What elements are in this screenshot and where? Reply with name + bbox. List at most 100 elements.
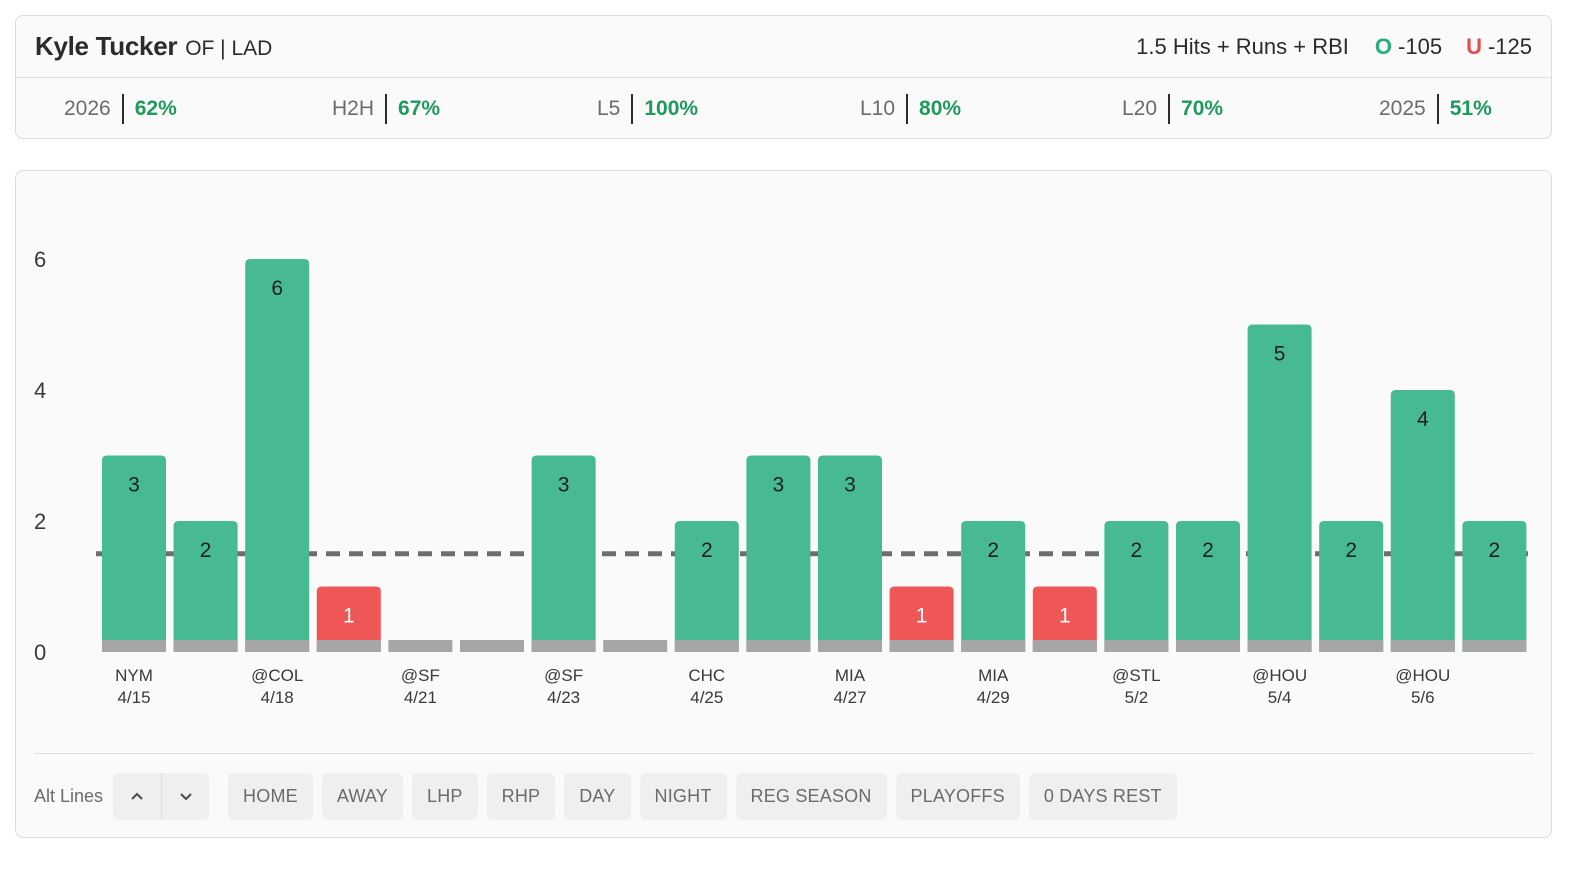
stat-value: 100% [644, 96, 699, 120]
stat-2025[interactable]: 2025 51% [1379, 78, 1492, 139]
stat-divider [385, 93, 388, 124]
game-bar [1104, 521, 1169, 652]
prop-info: 1.5 Hits + Runs + RBI O -105 U -125 [1136, 34, 1532, 60]
bar-base [173, 640, 238, 652]
chart-filter-bar: Alt Lines HOME AWAY LHP RHP DAY NIGHT RE… [34, 773, 1186, 820]
x-tick-date: 4/15 [117, 688, 150, 707]
x-tick-date: 4/29 [977, 688, 1010, 707]
bar-base [245, 640, 310, 652]
stat-label: 2026 [64, 96, 111, 120]
bar-value-label: 1 [916, 605, 928, 628]
stat-label: L20 [1122, 96, 1158, 120]
bar-value-label: 2 [987, 539, 999, 562]
game-bar [1390, 390, 1455, 652]
game-bar [1176, 521, 1240, 652]
game-bar [1032, 586, 1097, 652]
bar-base [388, 640, 453, 652]
filter-lhp-button[interactable]: LHP [412, 773, 478, 820]
bar-base [1319, 640, 1384, 652]
stat-h2h[interactable]: H2H 67% [332, 78, 440, 139]
filter-playoffs-button[interactable]: PLAYOFFS [895, 773, 1020, 820]
bar-value-label: 6 [271, 277, 283, 300]
stat-l5[interactable]: L5 100% [597, 78, 698, 139]
under-odds-value: -125 [1487, 33, 1532, 59]
game-bar [818, 455, 882, 652]
filter-reg-season-button[interactable]: REG SEASON [735, 773, 887, 820]
stat-l10[interactable]: L10 80% [860, 78, 961, 139]
bar-base [603, 640, 668, 652]
game-bar [245, 259, 310, 652]
y-tick-label: 6 [34, 247, 46, 272]
bar-base [1390, 640, 1455, 652]
game-bar [316, 586, 381, 652]
bar-base [746, 640, 811, 652]
under-odds[interactable]: U -125 [1466, 34, 1532, 60]
over-odds-value: -105 [1398, 33, 1443, 59]
x-tick-date: 4/21 [404, 688, 437, 707]
stat-divider [121, 93, 124, 124]
stat-label: L10 [860, 96, 896, 120]
filter-home-button[interactable]: HOME [228, 773, 313, 820]
over-odds[interactable]: O -105 [1375, 34, 1442, 60]
filter-night-button[interactable]: NIGHT [639, 773, 727, 820]
x-tick-opponent: MIA [978, 666, 1009, 685]
alt-line-up-button[interactable] [113, 773, 161, 820]
bar-base [102, 640, 166, 652]
stat-value: 67% [398, 96, 441, 120]
x-tick-opponent: MIA [835, 666, 866, 685]
prop-line: 1.5 Hits + Runs + RBI [1136, 33, 1349, 59]
stat-2026[interactable]: 2026 62% [64, 78, 177, 139]
under-letter: U [1466, 33, 1482, 59]
bar-value-label: 3 [844, 474, 856, 497]
game-bar [173, 521, 238, 652]
stat-divider [631, 93, 634, 124]
bar-value-label: 2 [1131, 539, 1143, 562]
stat-l20[interactable]: L20 70% [1122, 78, 1223, 139]
bar-value-label: 1 [343, 605, 355, 628]
stat-value: 70% [1181, 96, 1224, 120]
game-bar [1247, 324, 1312, 652]
x-tick-date: 4/27 [833, 688, 866, 707]
bar-base [818, 640, 882, 652]
stat-value: 62% [134, 96, 177, 120]
bar-base [961, 640, 1026, 652]
y-tick-label: 2 [34, 509, 46, 534]
player-info: Kyle Tucker OF | LAD [35, 31, 272, 62]
alt-line-down-button[interactable] [161, 773, 209, 820]
x-tick-opponent: @SF [401, 666, 440, 685]
stat-divider [906, 93, 909, 124]
bar-base [1247, 640, 1312, 652]
alt-lines-stepper [113, 773, 210, 820]
bar-base [316, 640, 381, 652]
bar-base [1462, 640, 1527, 652]
x-tick-opponent: @COL [251, 666, 303, 685]
game-bar [531, 455, 596, 652]
header-top-row: Kyle Tucker OF | LAD 1.5 Hits + Runs + R… [16, 16, 1551, 78]
bar-base [674, 640, 739, 652]
filter-rest-days-button[interactable]: 0 DAYS REST [1028, 773, 1177, 820]
stat-value: 51% [1449, 96, 1492, 120]
game-bar [746, 455, 811, 652]
game-log-bar-chart: 0 2 4 6 3 NYM 4/15 2 6 @COL 4/18 1 @SF 4/21 3 @SF 4/23 2 C… [34, 247, 1528, 707]
prop-header-card: Kyle Tucker OF | LAD 1.5 Hits + Runs + R… [15, 15, 1552, 139]
alt-lines-label: Alt Lines [34, 786, 104, 806]
filter-away-button[interactable]: AWAY [321, 773, 403, 820]
bar-base [531, 640, 596, 652]
chevron-down-icon [179, 793, 192, 801]
stat-divider [1436, 93, 1439, 124]
hit-rate-stats: 2026 62% H2H 67% L5 100% L10 80% L20 70%… [16, 78, 1551, 139]
game-bar [102, 455, 166, 652]
x-tick-date: 4/25 [690, 688, 723, 707]
bar-value-label: 2 [1345, 539, 1357, 562]
game-bar [674, 521, 739, 652]
x-tick-opponent: @SF [544, 666, 583, 685]
stat-divider [1168, 93, 1171, 124]
x-tick-opponent: CHC [688, 666, 725, 685]
filter-day-button[interactable]: DAY [564, 773, 631, 820]
y-tick-label: 0 [34, 640, 46, 665]
game-bar [889, 586, 954, 652]
filter-rhp-button[interactable]: RHP [486, 773, 556, 820]
bar-value-label: 2 [200, 539, 212, 562]
game-bar [1319, 521, 1384, 652]
stat-value: 80% [919, 96, 962, 120]
